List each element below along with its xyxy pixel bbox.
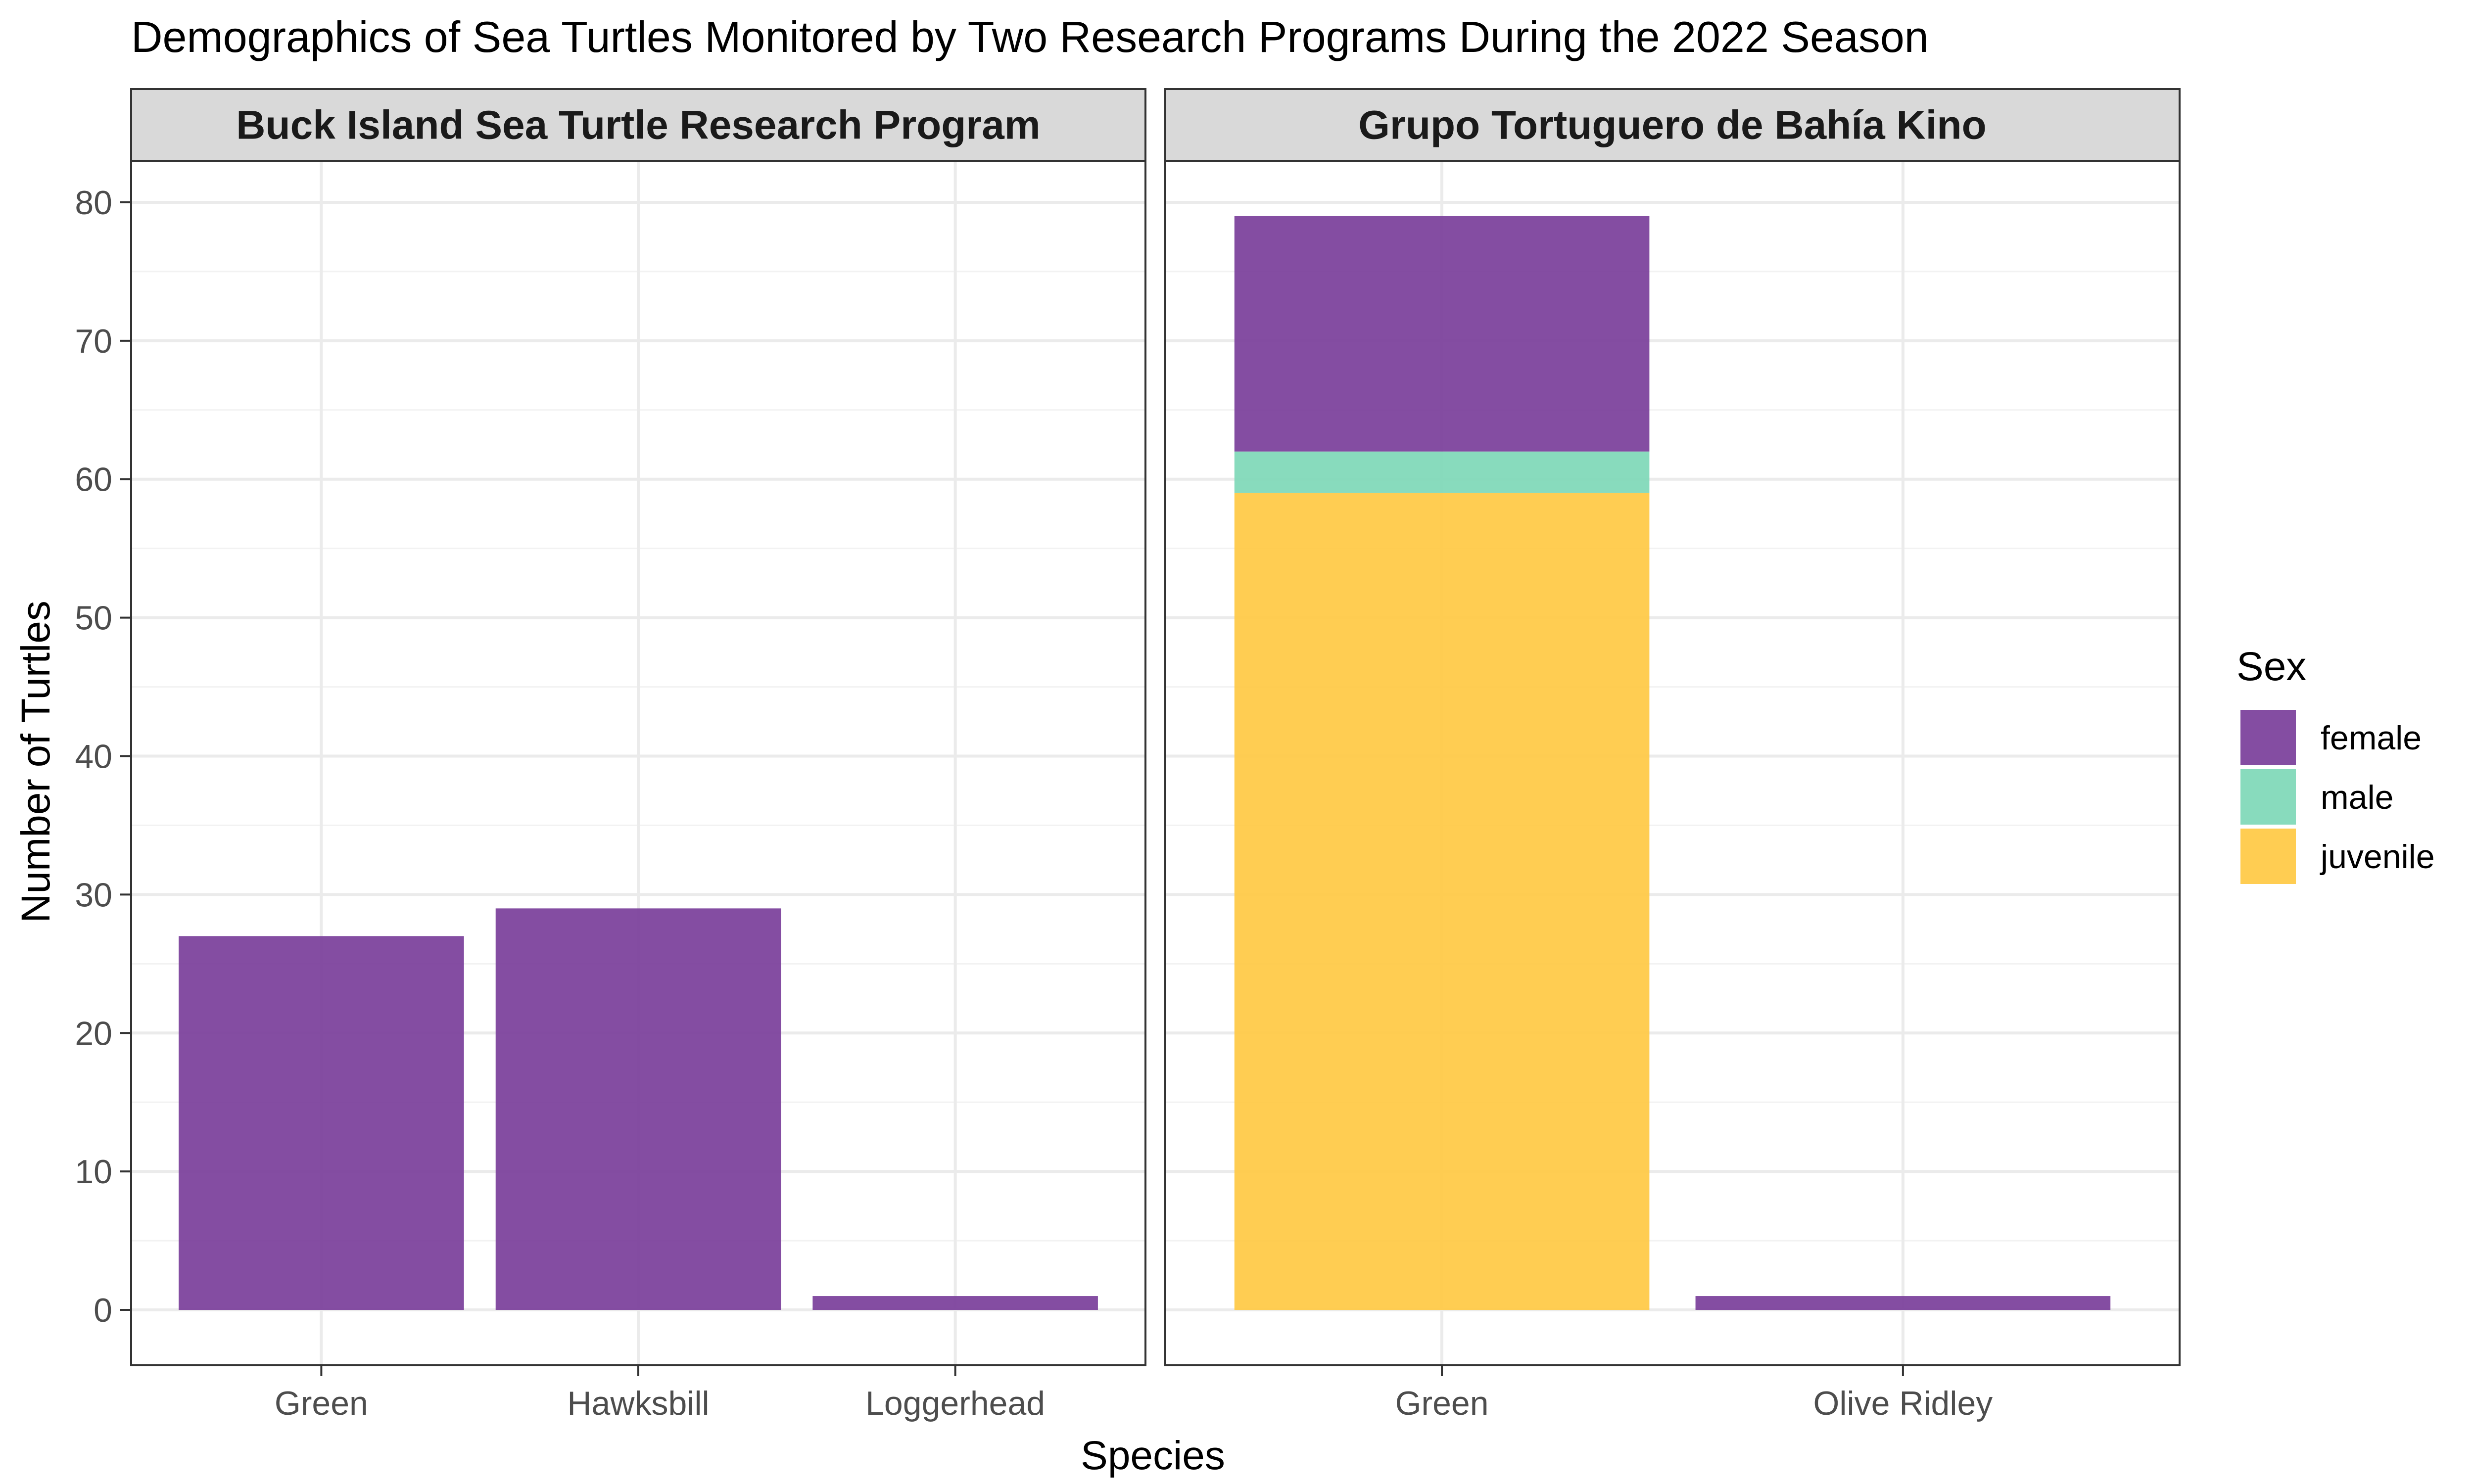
y-tick-label: 10 xyxy=(75,1153,112,1191)
x-tick-label: Hawksbill xyxy=(567,1385,709,1422)
y-tick-label: 70 xyxy=(75,323,112,360)
x-axis-title: Species xyxy=(1081,1433,1225,1478)
x-tick-label: Green xyxy=(1395,1385,1489,1422)
x-tick-label: Green xyxy=(275,1385,368,1422)
y-tick-label: 30 xyxy=(75,876,112,914)
y-tick-label: 80 xyxy=(75,184,112,222)
bar-juvenile xyxy=(1234,493,1650,1310)
facet-panel: Grupo Tortuguero de Bahía Kino Green Olive… xyxy=(1164,88,2181,1422)
bar-female xyxy=(812,1296,1098,1310)
y-axis-title: Number of Turtles xyxy=(13,601,58,923)
legend-key-female xyxy=(2240,710,2296,765)
bar-female xyxy=(179,936,464,1310)
y-tick-label: 50 xyxy=(75,600,112,637)
facet-strip xyxy=(130,88,1146,162)
x-tick-label: Olive Ridley xyxy=(1813,1385,1993,1422)
y-tick-label: 40 xyxy=(75,738,112,776)
legend-label-male: male xyxy=(2321,779,2393,816)
y-tick-label: 20 xyxy=(75,1015,112,1052)
y-tick-label: 0 xyxy=(94,1292,112,1329)
legend: Sex female male juvenile xyxy=(2236,644,2435,884)
x-tick-label: Loggerhead xyxy=(865,1385,1045,1422)
facet-panel: Buck Island Sea Turtle Research Program G… xyxy=(130,88,1146,1422)
legend-label-juvenile: juvenile xyxy=(2320,838,2435,876)
facet-strip-label: Grupo Tortuguero de Bahía Kino xyxy=(1358,103,1986,148)
legend-key-male xyxy=(2240,769,2296,825)
legend-label-female: female xyxy=(2321,719,2422,757)
bar-male xyxy=(1234,451,1650,493)
y-tick-label: 60 xyxy=(75,461,112,499)
y-axis: 0 10 20 30 40 50 60 70 80 xyxy=(75,184,131,1329)
bar-female xyxy=(1695,1296,2111,1310)
legend-key-juvenile xyxy=(2240,829,2296,884)
facet-panels: Buck Island Sea Turtle Research Program G… xyxy=(130,88,2181,1422)
facet-strip-label: Buck Island Sea Turtle Research Program xyxy=(236,103,1040,148)
facet-strip xyxy=(1164,88,2181,162)
legend-title: Sex xyxy=(2236,644,2306,689)
chart-title: Demographics of Sea Turtles Monitored by… xyxy=(131,12,1929,61)
bar-female xyxy=(495,908,781,1310)
bar-female xyxy=(1234,216,1650,452)
